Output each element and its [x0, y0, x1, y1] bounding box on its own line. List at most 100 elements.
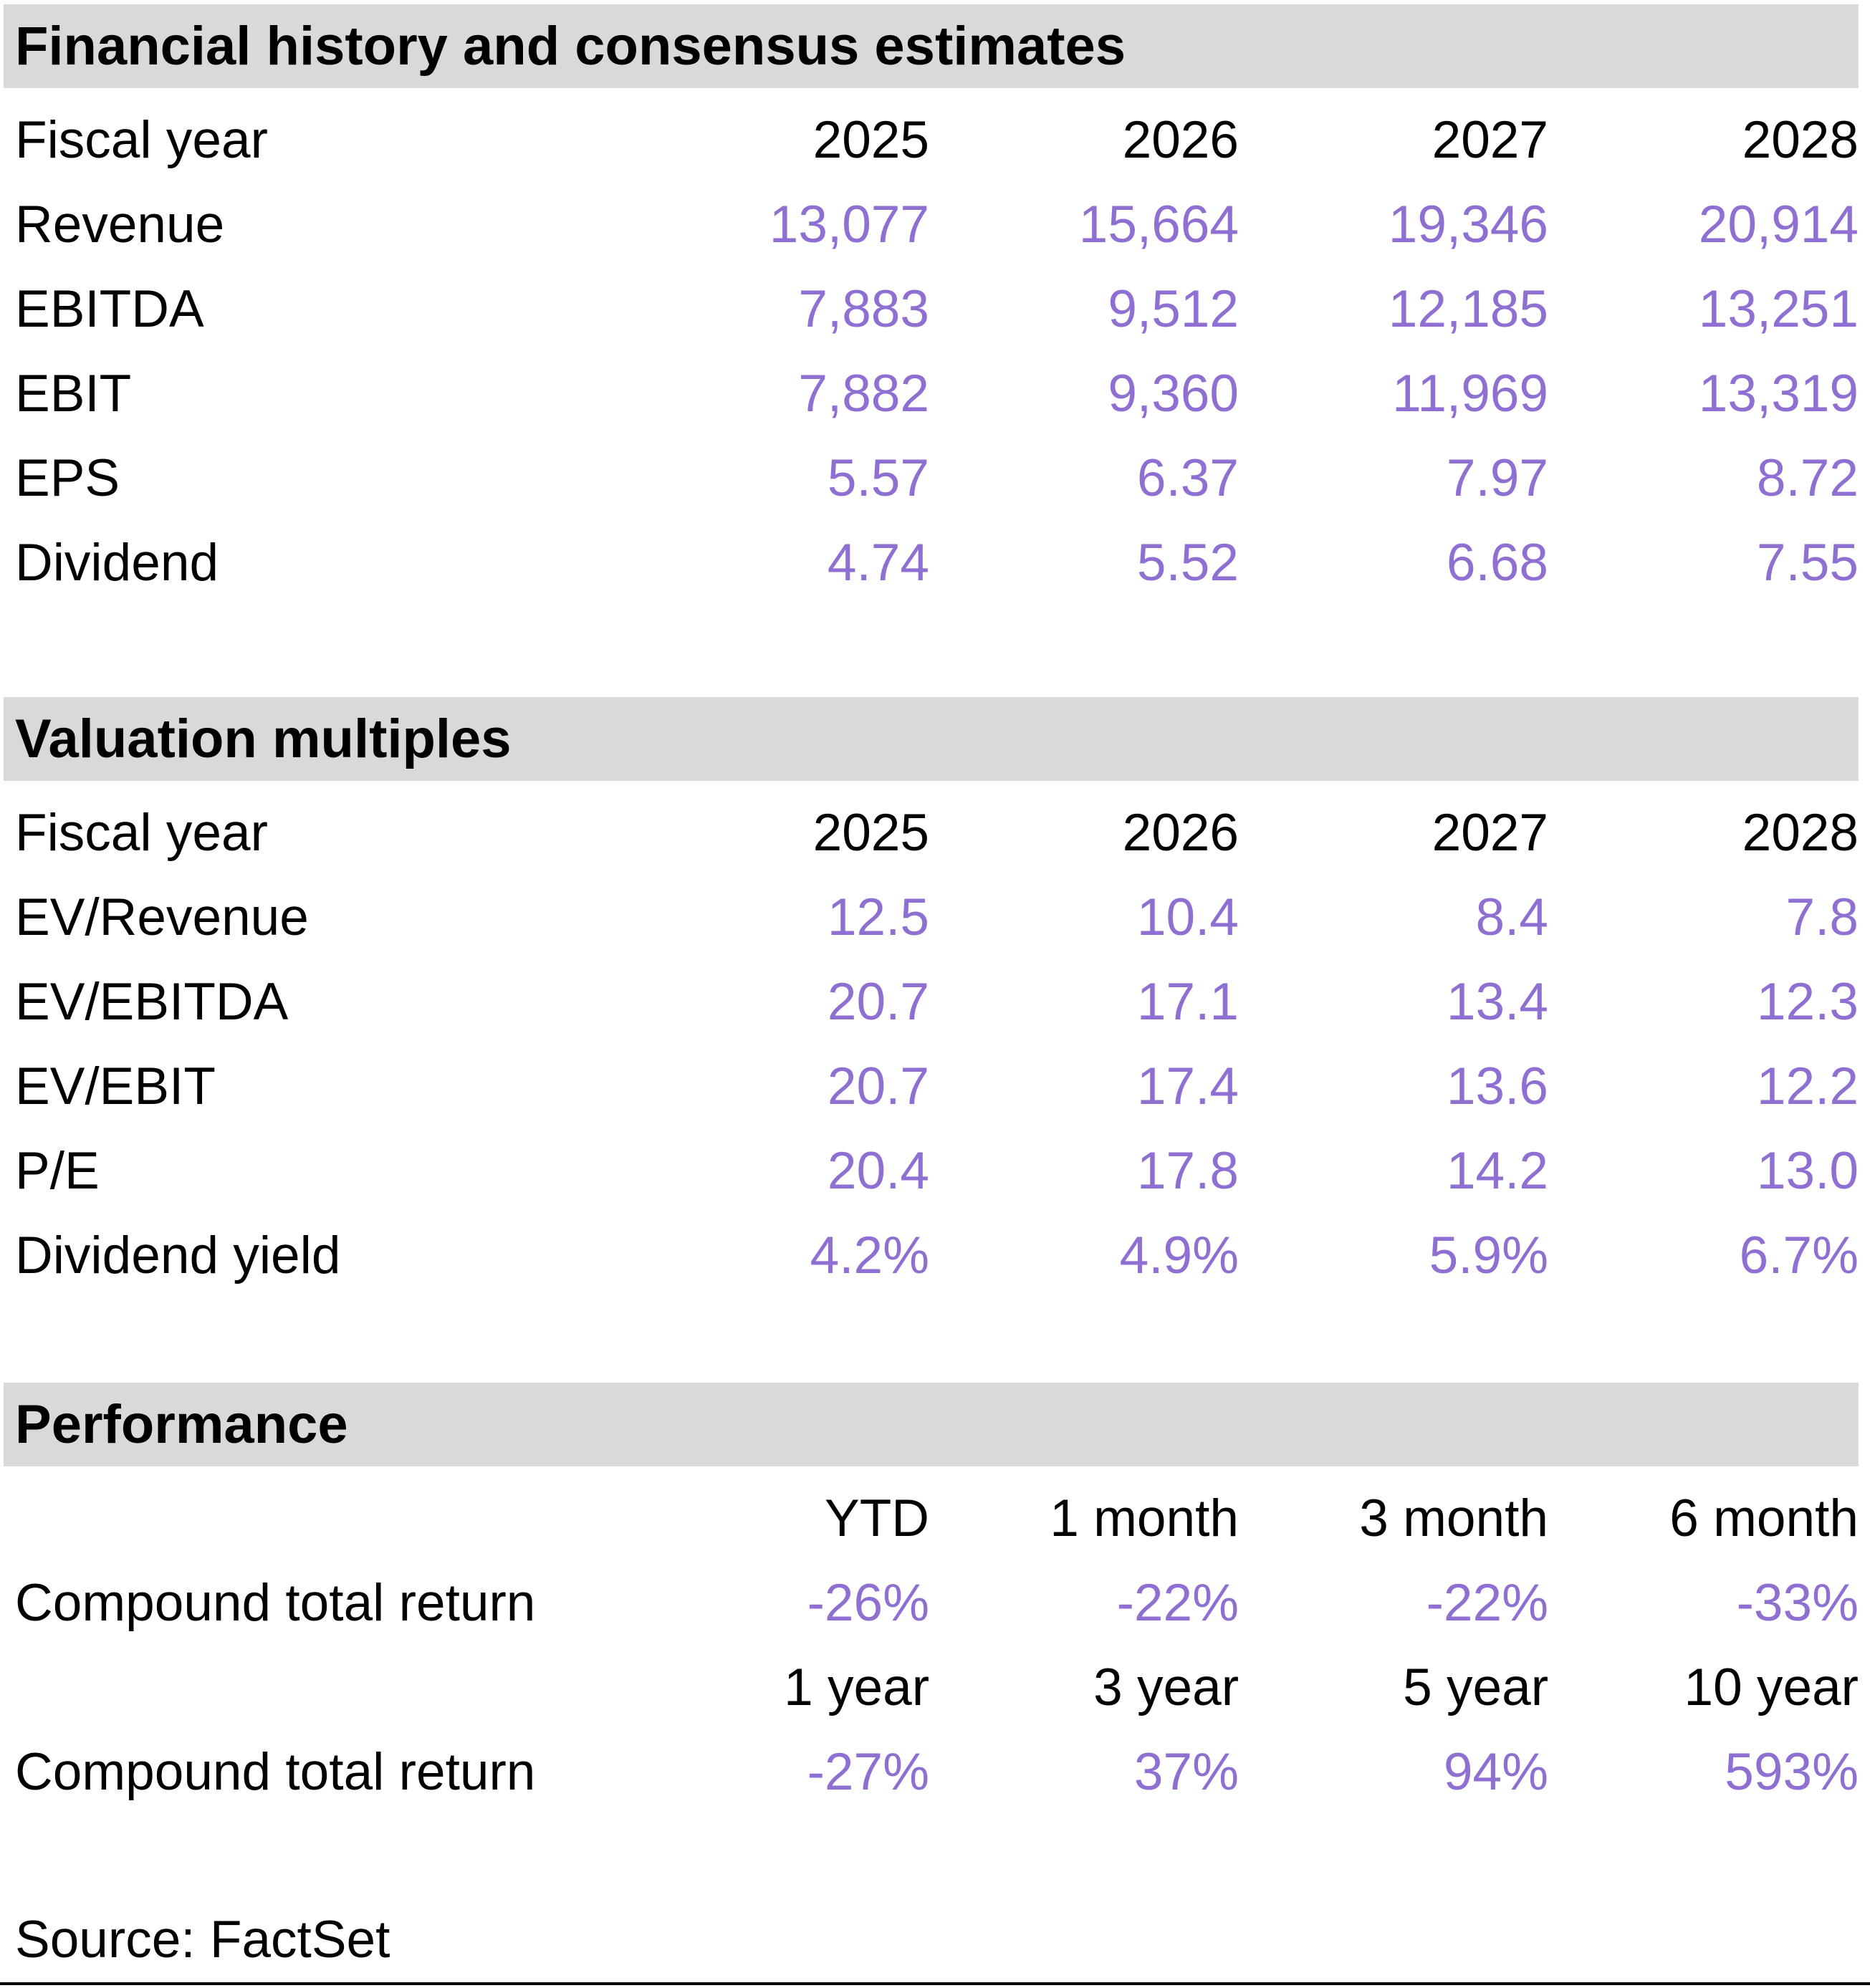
value-cell: -27% [807, 1742, 929, 1801]
value-cell: 20.7 [827, 972, 929, 1031]
row-label: EV/EBITDA [15, 972, 289, 1031]
value-cell: 94% [1443, 1742, 1548, 1801]
year-header: 2028 [1742, 110, 1859, 169]
value-cell: 8.4 [1475, 888, 1548, 946]
value-cell: 7,883 [798, 279, 929, 338]
row-label: EPS [15, 448, 120, 507]
period-header: 3 month [1359, 1489, 1548, 1547]
table-row-ev-ebitda: EV/EBITDA 20.7 17.1 13.4 12.3 [4, 959, 1859, 1044]
table-header-row: Fiscal year 2025 2026 2027 2028 [4, 97, 1859, 182]
section-header-valuation-multiples: Valuation multiples [4, 697, 1859, 781]
table-row-ev-revenue: EV/Revenue 12.5 10.4 8.4 7.8 [4, 875, 1859, 959]
value-cell: 6.7% [1739, 1226, 1859, 1284]
value-cell: 4.9% [1119, 1226, 1239, 1284]
table-row-revenue: Revenue 13,077 15,664 19,346 20,914 [4, 182, 1859, 266]
table-row-ebitda: EBITDA 7,883 9,512 12,185 13,251 [4, 266, 1859, 351]
value-cell: 12,185 [1388, 279, 1548, 338]
period-header: 5 year [1403, 1658, 1548, 1716]
fiscal-year-label: Fiscal year [15, 803, 268, 862]
value-cell: 7.55 [1756, 533, 1859, 592]
value-cell: 13,251 [1698, 279, 1859, 338]
row-label: EBIT [15, 364, 132, 423]
value-cell: 20.7 [827, 1057, 929, 1115]
table-row-eps: EPS 5.57 6.37 7.97 8.72 [4, 436, 1859, 520]
year-header: 2028 [1742, 803, 1859, 862]
period-header: 10 year [1684, 1658, 1859, 1716]
period-header: 6 month [1669, 1489, 1859, 1547]
value-cell: 5.9% [1429, 1226, 1548, 1284]
row-label: Compound total return [15, 1742, 536, 1801]
row-label: EV/EBIT [15, 1057, 216, 1115]
table-row-ebit: EBIT 7,882 9,360 11,969 13,319 [4, 351, 1859, 436]
value-cell: -22% [1426, 1573, 1548, 1632]
section-header-performance: Performance [4, 1383, 1859, 1466]
value-cell: 14.2 [1446, 1141, 1548, 1200]
table-row-dividend-yield: Dividend yield 4.2% 4.9% 5.9% 6.7% [4, 1213, 1859, 1297]
value-cell: 12.5 [827, 888, 929, 946]
value-cell: 6.68 [1446, 533, 1548, 592]
value-cell: 19,346 [1388, 195, 1548, 254]
section-title: Performance [15, 1394, 348, 1455]
period-header: YTD [825, 1489, 929, 1547]
year-header: 2026 [1122, 110, 1239, 169]
row-label: EBITDA [15, 279, 204, 338]
value-cell: -33% [1736, 1573, 1859, 1632]
value-cell: 8.72 [1756, 448, 1859, 507]
section-title: Valuation multiples [15, 709, 512, 769]
row-label: EV/Revenue [15, 888, 309, 946]
table-header-row: 1 year 3 year 5 year 10 year [4, 1645, 1859, 1729]
year-header: 2026 [1122, 803, 1239, 862]
value-cell: 13,077 [769, 195, 929, 254]
value-cell: 11,969 [1392, 364, 1548, 423]
table-row-ev-ebit: EV/EBIT 20.7 17.4 13.6 12.2 [4, 1044, 1859, 1128]
value-cell: 10.4 [1136, 888, 1239, 946]
performance-table: YTD 1 month 3 month 6 month Compound tot… [4, 1466, 1859, 1814]
row-label: Revenue [15, 195, 225, 254]
section-title: Financial history and consensus estimate… [15, 16, 1126, 77]
report-sheet: Financial history and consensus estimate… [4, 0, 1859, 1969]
value-cell: 7.8 [1785, 888, 1859, 946]
table-header-row: Fiscal year 2025 2026 2027 2028 [4, 790, 1859, 875]
value-cell: 9,512 [1108, 279, 1239, 338]
table-row-pe: P/E 20.4 17.8 14.2 13.0 [4, 1128, 1859, 1213]
value-cell: 6.37 [1136, 448, 1239, 507]
period-header: 1 month [1050, 1489, 1239, 1547]
year-header: 2025 [812, 110, 929, 169]
value-cell: 20,914 [1698, 195, 1859, 254]
value-cell: 15,664 [1078, 195, 1239, 254]
value-cell: 5.52 [1136, 533, 1239, 592]
value-cell: -22% [1116, 1573, 1239, 1632]
financial-table: Fiscal year 2025 2026 2027 2028 Revenue … [4, 88, 1859, 605]
value-cell: 7,882 [798, 364, 929, 423]
value-cell: 17.1 [1136, 972, 1239, 1031]
value-cell: 17.8 [1136, 1141, 1239, 1200]
value-cell: -26% [807, 1573, 929, 1632]
row-label: P/E [15, 1141, 100, 1200]
value-cell: 9,360 [1108, 364, 1239, 423]
value-cell: 20.4 [827, 1141, 929, 1200]
table-row-compound-return-long: Compound total return -27% 37% 94% 593% [4, 1729, 1859, 1814]
fiscal-year-label: Fiscal year [15, 110, 268, 169]
table-header-row: YTD 1 month 3 month 6 month [4, 1476, 1859, 1560]
value-cell: 13.6 [1446, 1057, 1548, 1115]
valuation-table: Fiscal year 2025 2026 2027 2028 EV/Reven… [4, 781, 1859, 1297]
section-header-financial-history: Financial history and consensus estimate… [4, 4, 1859, 88]
value-cell: 13.0 [1756, 1141, 1859, 1200]
value-cell: 12.3 [1756, 972, 1859, 1031]
value-cell: 12.2 [1756, 1057, 1859, 1115]
row-label: Compound total return [15, 1573, 536, 1632]
period-header: 3 year [1093, 1658, 1239, 1716]
value-cell: 13,319 [1698, 364, 1859, 423]
period-header: 1 year [784, 1658, 929, 1716]
value-cell: 7.97 [1446, 448, 1548, 507]
table-row-dividend: Dividend 4.74 5.52 6.68 7.55 [4, 520, 1859, 605]
year-header: 2027 [1432, 110, 1548, 169]
source-note: Source: FactSet [15, 1911, 390, 1969]
value-cell: 37% [1133, 1742, 1239, 1801]
value-cell: 593% [1725, 1742, 1859, 1801]
value-cell: 5.57 [827, 448, 929, 507]
value-cell: 4.2% [810, 1226, 929, 1284]
bottom-divider [0, 1982, 1870, 1985]
value-cell: 17.4 [1136, 1057, 1239, 1115]
value-cell: 4.74 [827, 533, 929, 592]
